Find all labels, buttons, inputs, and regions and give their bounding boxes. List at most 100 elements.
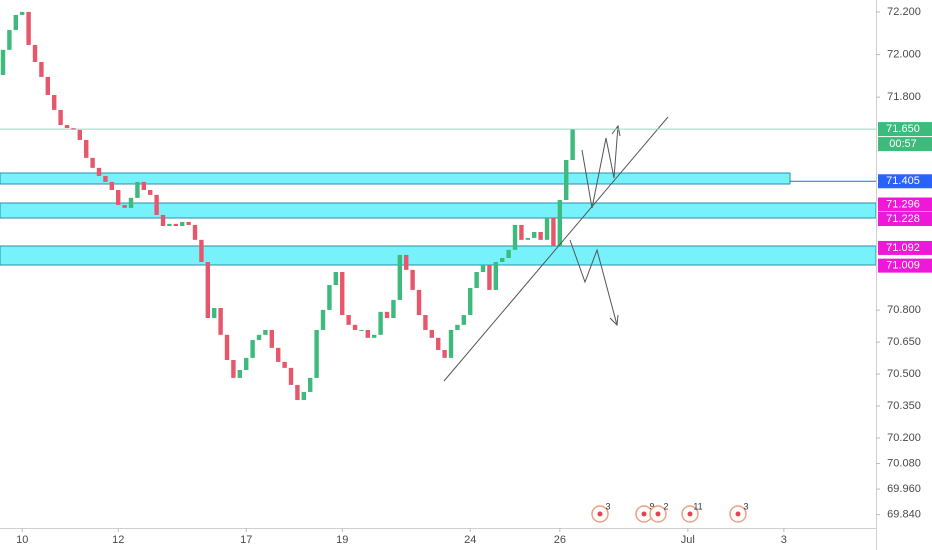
candle-body	[90, 157, 95, 168]
event-count: 3	[605, 501, 610, 511]
countdown: 00:57	[889, 138, 917, 150]
candle-body	[429, 329, 435, 338]
candle-body	[109, 181, 115, 191]
x-tick-label: 12	[112, 534, 124, 546]
candle-body	[423, 315, 428, 330]
candle-body	[480, 264, 486, 273]
trend-line	[443, 116, 669, 382]
candle-body	[160, 214, 166, 227]
candle-body	[32, 44, 38, 62]
y-tick-label: 69.960	[887, 483, 921, 495]
candle-body	[84, 139, 89, 158]
candle-body	[487, 264, 492, 290]
candle-body	[141, 181, 147, 191]
candle-body	[506, 249, 511, 258]
price-tag-label: 71.405	[886, 175, 920, 187]
y-tick-label: 70.650	[887, 336, 921, 348]
candle-body	[308, 377, 313, 392]
candle-body	[154, 194, 159, 215]
candle-body	[199, 239, 204, 263]
candle-body	[122, 204, 127, 208]
arrow-head	[609, 314, 619, 327]
candle-body	[416, 289, 422, 316]
y-tick-label: 70.500	[887, 368, 921, 380]
candle-body	[20, 11, 25, 15]
zone	[0, 172, 791, 185]
candle-body	[532, 231, 537, 238]
event-count: 9	[649, 501, 654, 511]
candle-body	[263, 329, 268, 335]
candle-body	[340, 272, 345, 316]
price-tag	[878, 258, 932, 273]
candle-body	[519, 224, 524, 240]
candle-body	[461, 315, 467, 325]
candle-body	[224, 334, 230, 360]
y-tick-label: 70.200	[887, 432, 921, 444]
candle-body	[551, 217, 556, 247]
y-tick-label: 70.350	[887, 400, 921, 412]
arrows	[569, 124, 621, 327]
candle-body	[148, 190, 153, 195]
candle-body	[212, 308, 217, 319]
candle-body	[570, 129, 575, 160]
candle-body	[192, 224, 198, 240]
event-count: 11	[693, 501, 702, 511]
candle-body	[116, 190, 121, 205]
candle-body	[269, 329, 275, 348]
x-tick-label: 26	[554, 534, 566, 546]
candle-body	[320, 309, 326, 330]
price-tag	[878, 174, 932, 189]
candle-body	[525, 237, 531, 240]
axes: 72.200 72.000 71.800 70.800 70.650 70.500 70.3…	[0, 6, 932, 546]
candle-body	[384, 311, 390, 319]
candle-body	[58, 109, 63, 126]
event-count: 2	[663, 501, 668, 511]
x-tick-label: 10	[16, 534, 28, 546]
candle-body	[372, 334, 377, 338]
candle-body	[282, 361, 287, 368]
candle-body	[237, 370, 243, 378]
price-tag	[878, 122, 932, 137]
candle-body	[250, 339, 255, 358]
candle-body	[410, 269, 415, 290]
y-tick-label: 71.800	[887, 91, 921, 103]
candle-body	[244, 357, 249, 371]
price-tag-label: 71.092	[886, 242, 920, 254]
candle-body	[26, 11, 31, 45]
candle-body	[256, 334, 262, 340]
event-count: 3	[743, 501, 748, 511]
y-tick-label: 72.200	[887, 6, 921, 18]
candle-body	[173, 223, 179, 227]
candle-body	[218, 308, 223, 335]
candle-body	[314, 329, 319, 378]
price-tag	[878, 211, 932, 226]
y-tick-label: 72.000	[887, 48, 921, 60]
candle-body	[448, 329, 454, 358]
price-tag-label: 71.650	[886, 123, 920, 135]
event-dot	[641, 511, 647, 517]
candle-body	[397, 254, 403, 300]
event-dot	[655, 511, 661, 517]
candle-body	[0, 49, 6, 75]
candle-body	[436, 337, 441, 350]
y-tick-label: 70.800	[887, 304, 921, 316]
candle-body	[474, 272, 479, 288]
candle-body	[365, 329, 371, 338]
candles	[0, 11, 575, 401]
event-dot	[735, 511, 741, 517]
candle-body	[45, 76, 51, 96]
candle-body	[455, 324, 460, 330]
candle-body	[13, 14, 19, 31]
candle-body	[557, 200, 563, 247]
event-dot	[597, 511, 603, 517]
x-tick-label: Jul	[681, 534, 695, 546]
arrow-head	[611, 124, 621, 137]
candle-body	[135, 181, 140, 198]
candle-body	[96, 167, 102, 176]
candle-body	[205, 262, 211, 319]
candle-body	[352, 324, 358, 330]
candle-body	[404, 254, 409, 270]
candle-body	[186, 221, 191, 225]
